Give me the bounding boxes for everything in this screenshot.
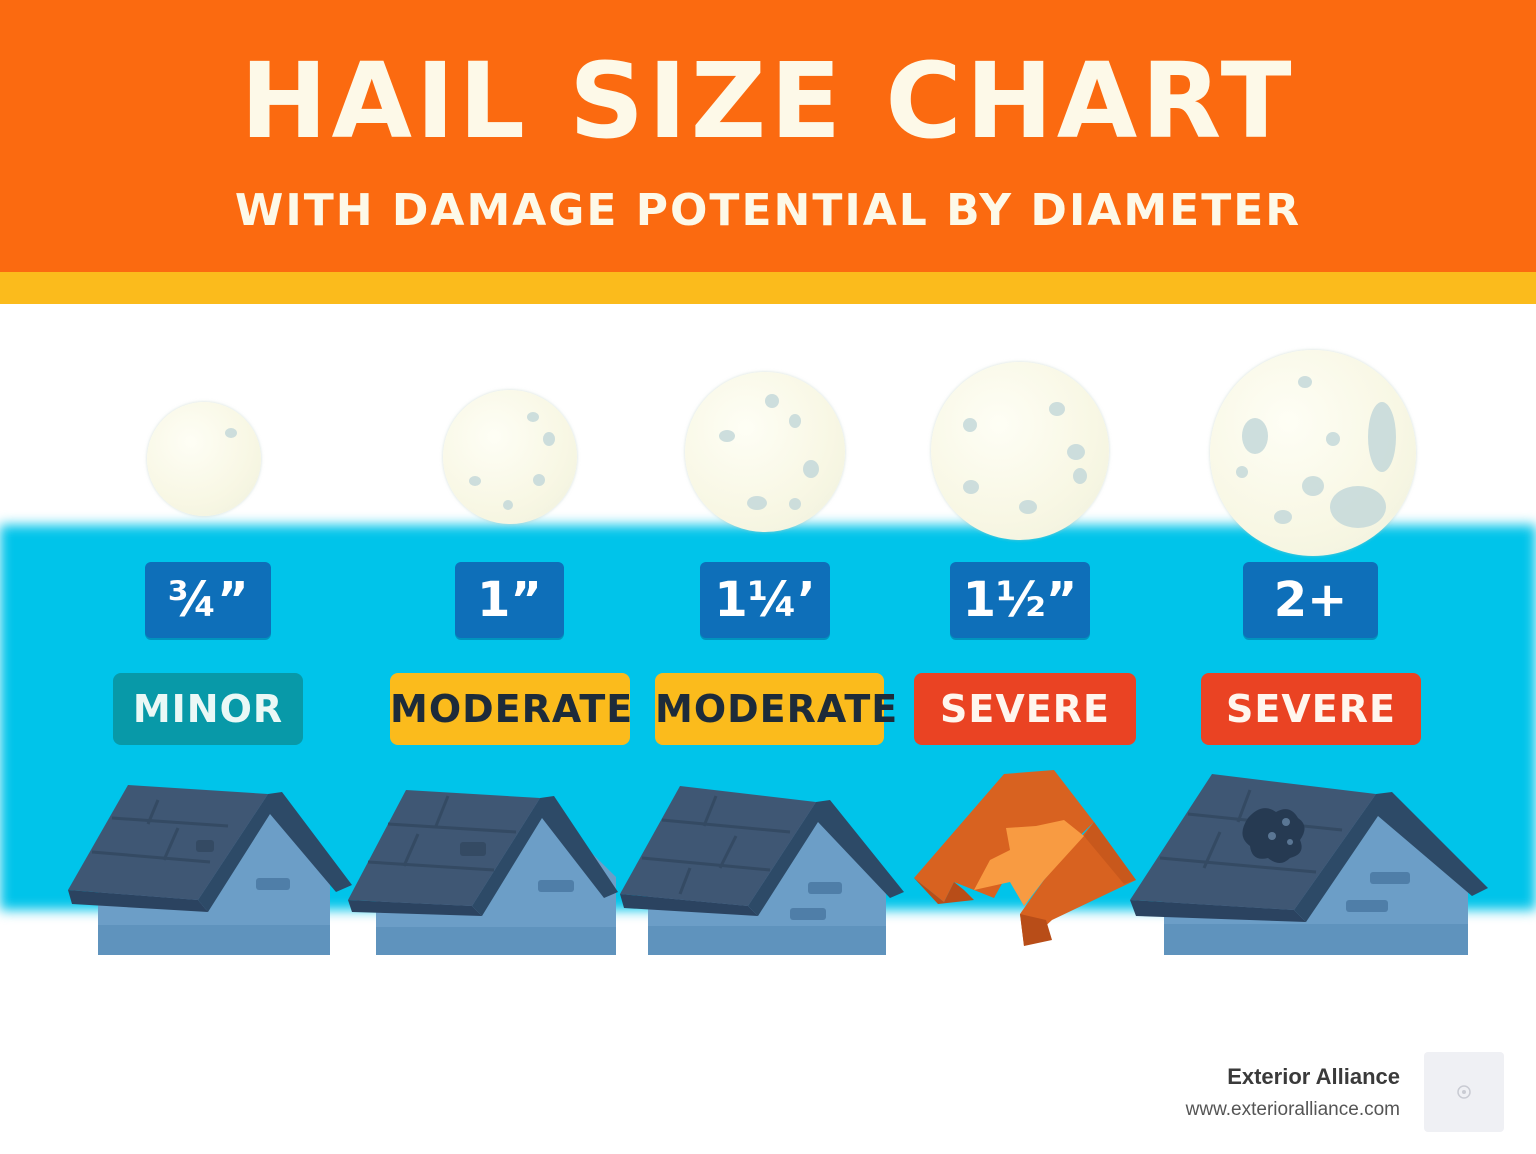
brand-logo bbox=[1424, 1052, 1504, 1132]
brand-logo-icon bbox=[1457, 1085, 1471, 1099]
header-stripe bbox=[0, 272, 1536, 304]
hail-pit bbox=[1067, 444, 1085, 460]
hail-pit bbox=[543, 432, 555, 446]
hail-pit bbox=[1049, 402, 1065, 416]
hail-pit bbox=[747, 496, 767, 510]
hail-pit bbox=[803, 460, 819, 478]
hail-pit bbox=[1019, 500, 1037, 514]
hail-pit bbox=[503, 500, 513, 510]
house-moderate-damage-icon bbox=[620, 786, 904, 955]
hail-pit bbox=[963, 480, 979, 494]
hail-pit bbox=[719, 430, 735, 442]
hail-pit bbox=[469, 476, 481, 486]
hail-pit bbox=[1330, 486, 1386, 528]
hail-pit bbox=[1073, 468, 1087, 484]
hail-pit bbox=[789, 498, 801, 510]
size-badge-1-1-2-inch: 1½” bbox=[950, 562, 1090, 638]
hail-pit bbox=[1298, 376, 1312, 388]
hail-pit bbox=[963, 418, 977, 432]
size-badge-3-4-inch: ¾” bbox=[145, 562, 271, 638]
size-badge-1-1-4-inch: 1¼’ bbox=[700, 562, 830, 638]
hail-pit bbox=[765, 394, 779, 408]
hailstone-3-4-inch bbox=[147, 402, 261, 516]
damage-badge-severe: SEVERE bbox=[1201, 673, 1421, 745]
damage-badge-moderate: MODERATE bbox=[390, 673, 632, 745]
hailstone-1-inch bbox=[443, 390, 577, 524]
page-subtitle: WITH DAMAGE POTENTIAL BY DIAMETER bbox=[234, 185, 1302, 236]
hail-pit bbox=[1274, 510, 1292, 524]
broken-roof-tile-icon bbox=[914, 770, 1136, 946]
damage-badge-severe: SEVERE bbox=[914, 673, 1136, 745]
hailstone-1-1-4-inch bbox=[685, 372, 845, 532]
size-badge-1-inch: 1” bbox=[455, 562, 564, 638]
hail-pit bbox=[225, 428, 237, 438]
hail-pit bbox=[1236, 466, 1248, 478]
brand-url[interactable]: www.exterioralliance.com bbox=[1185, 1099, 1400, 1120]
house-minor-damage-icon bbox=[68, 785, 352, 955]
hail-pit bbox=[527, 412, 539, 422]
brand-name: Exterior Alliance bbox=[1227, 1064, 1400, 1089]
hail-pit bbox=[1242, 418, 1268, 454]
size-badge-2-plus-inch: 2+ bbox=[1243, 562, 1378, 638]
page-title: HAIL SIZE CHART bbox=[240, 40, 1296, 162]
hail-pit bbox=[1302, 476, 1324, 496]
house-moderate-damage-icon bbox=[348, 790, 618, 955]
house-severe-damage-icon bbox=[1130, 774, 1488, 955]
hail-pit bbox=[789, 414, 801, 428]
hailstone-1-1-2-inch bbox=[931, 362, 1109, 540]
damage-badge-minor: MINOR bbox=[113, 673, 303, 745]
hail-pit bbox=[533, 474, 545, 486]
damage-badge-moderate: MODERATE bbox=[655, 673, 897, 745]
hail-pit bbox=[1326, 432, 1340, 446]
hail-pit bbox=[1368, 402, 1396, 472]
hailstone-2-plus-inch bbox=[1210, 350, 1416, 556]
header-banner bbox=[0, 0, 1536, 272]
